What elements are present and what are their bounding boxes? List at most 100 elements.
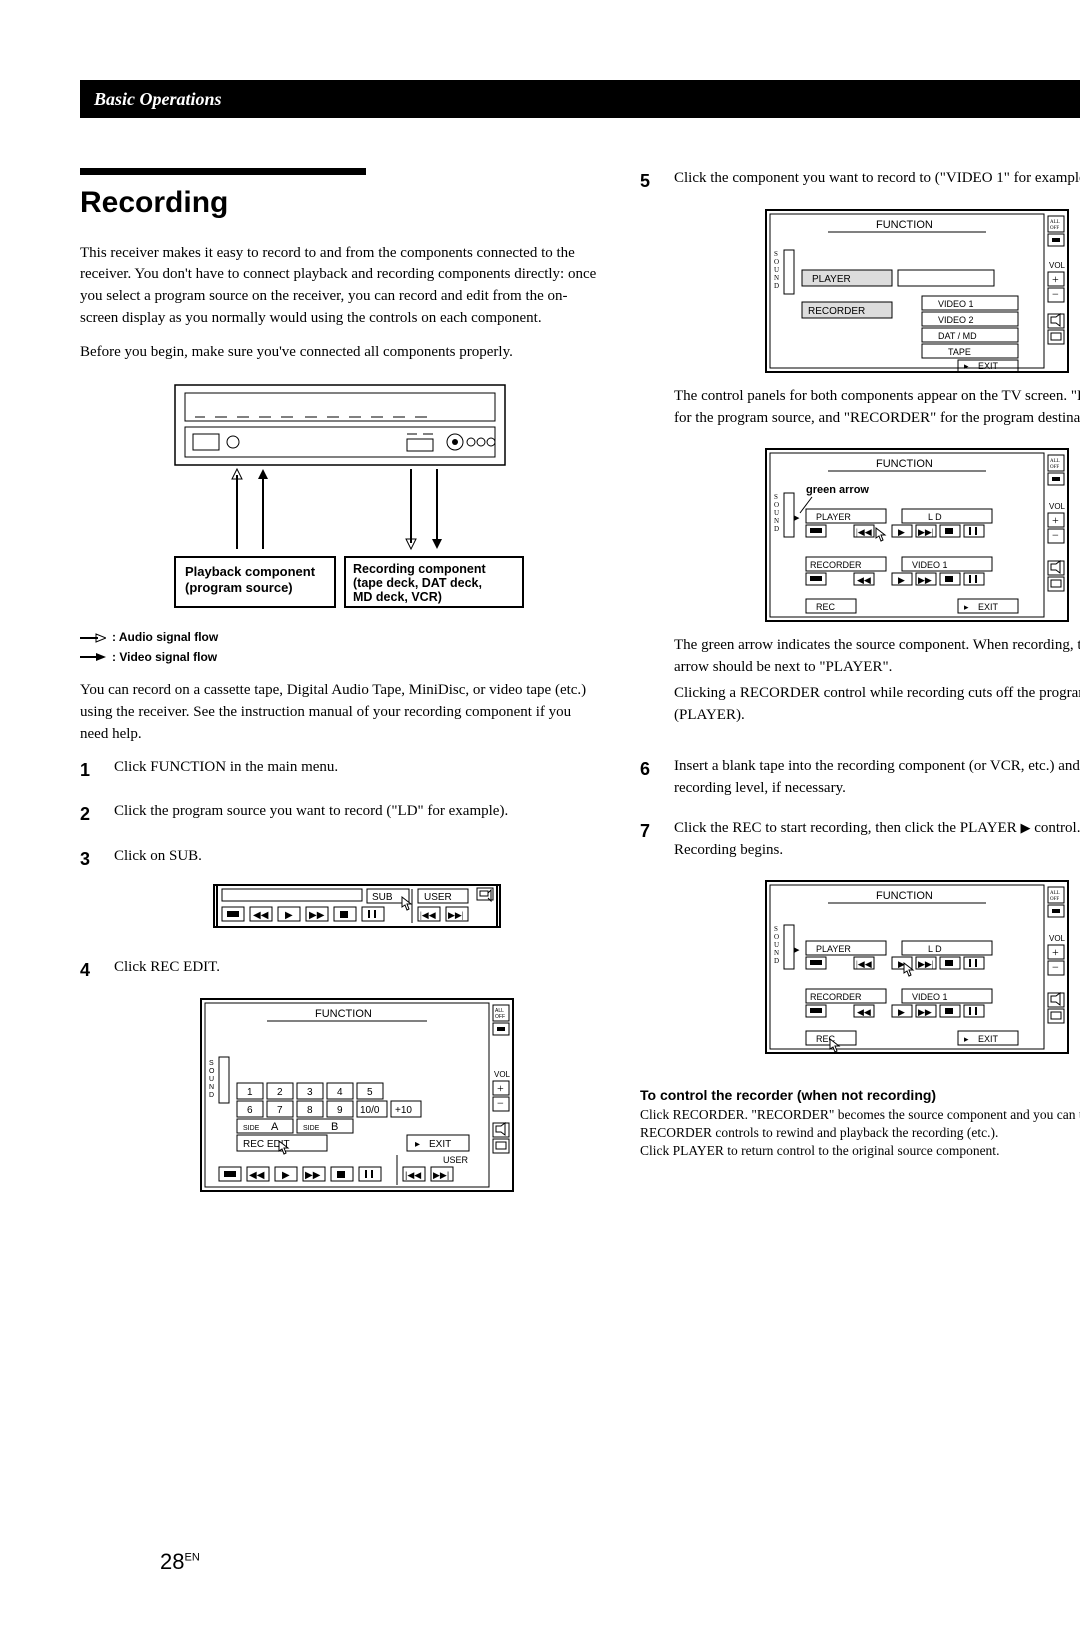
svg-text:3: 3 [307,1087,313,1098]
svg-text:▶▶: ▶▶ [918,575,932,585]
step-2-body: Click the program source you want to rec… [114,801,600,827]
green-arrow-panel: FUNCTION ALLOFF VOL + − SOUND [674,445,1080,625]
svg-text:9: 9 [337,1105,343,1116]
svg-text:6: 6 [247,1105,253,1116]
svg-text:TAPE: TAPE [948,347,971,357]
svg-text:VIDEO 2: VIDEO 2 [938,315,974,325]
step-num-3: 3 [80,846,100,940]
svg-text:◀◀: ◀◀ [253,910,269,921]
svg-text:▸: ▸ [794,512,800,524]
svg-text:N: N [774,274,779,282]
svg-text:SUB: SUB [372,892,393,903]
svg-text:FUNCTION: FUNCTION [876,458,933,470]
right-column: 5 Click the component you want to record… [640,168,1080,1223]
svg-text:FUNCTION: FUNCTION [876,219,933,231]
svg-text:B: B [331,1121,338,1133]
svg-text:1: 1 [247,1087,253,1098]
footer-body1: Click RECORDER. "RECORDER" becomes the s… [640,1106,1080,1142]
step-num-7: 7 [640,818,660,1068]
svg-text:S: S [774,250,778,258]
svg-text:USER: USER [443,1155,469,1165]
svg-text:green arrow: green arrow [806,484,869,496]
svg-text:▶: ▶ [898,1007,905,1017]
svg-text:PLAYER: PLAYER [816,512,851,522]
section-title: Recording [80,181,600,225]
svg-text:+10: +10 [395,1105,412,1116]
svg-text:VOL: VOL [1049,261,1066,270]
svg-text:VOL: VOL [1049,502,1066,511]
header-title: Basic Operations [94,89,222,109]
svg-text:|◀◀: |◀◀ [856,959,872,969]
svg-text:▸: ▸ [415,1139,420,1150]
svg-text:D: D [774,525,779,533]
svg-text:EXIT: EXIT [978,361,999,371]
step-3: 3 Click on SUB. [80,846,600,940]
svg-text:O: O [774,258,779,266]
svg-text:L D: L D [928,512,942,522]
svg-text:U: U [774,941,779,949]
step-2: 2 Click the program source you want to r… [80,801,600,827]
svg-text:▶▶: ▶▶ [918,1007,932,1017]
svg-text:▸: ▸ [964,361,969,371]
svg-text:▸: ▸ [794,944,800,956]
step-num-5: 5 [640,168,660,738]
step-7-text: Click the REC to start recording, then c… [674,818,1080,840]
svg-text:5: 5 [367,1087,373,1098]
svg-text:SIDE: SIDE [243,1125,260,1132]
svg-text:|◀◀: |◀◀ [420,910,436,920]
svg-text:A: A [271,1121,279,1133]
svg-text:▶: ▶ [282,1170,290,1181]
svg-text:ALL: ALL [1050,220,1060,225]
svg-text:▶▶|: ▶▶| [918,959,934,969]
step-5: 5 Click the component you want to record… [640,168,1080,738]
step-6-body: Insert a blank tape into the recording c… [674,756,1080,800]
step-5-body: Click the component you want to record t… [674,168,1080,738]
svg-text:▸: ▸ [964,1034,969,1044]
step-7-body: Click the REC to start recording, then c… [674,818,1080,1068]
svg-text:+: + [1052,272,1059,286]
step-7-text-c: Recording begins. [674,840,1080,862]
title-rule [80,168,366,175]
step-3-body: Click on SUB. SUB [114,846,600,940]
svg-text:FUNCTION: FUNCTION [315,1008,372,1020]
svg-text:Playback component: Playback component [185,564,316,579]
svg-text:D: D [774,957,779,965]
svg-text:PLAYER: PLAYER [812,274,851,285]
svg-text:PLAYER: PLAYER [816,944,851,954]
svg-text:−: − [497,1096,504,1110]
step-1: 1 Click FUNCTION in the main menu. [80,757,600,783]
mid-text: You can record on a cassette tape, Digit… [80,680,600,745]
svg-text:FUNCTION: FUNCTION [876,890,933,902]
svg-text:▶: ▶ [285,910,293,921]
svg-text:7: 7 [277,1105,283,1116]
legend-audio: : Audio signal flow [80,629,600,646]
svg-text:2: 2 [277,1087,283,1098]
step-num-4: 4 [80,957,100,1205]
svg-text:◀◀: ◀◀ [857,575,871,585]
footer-heading: To control the recorder (when not record… [640,1085,1080,1105]
svg-text:N: N [209,1084,214,1091]
svg-text:◀◀: ◀◀ [857,1007,871,1017]
svg-text:U: U [774,509,779,517]
svg-text:▶▶|: ▶▶| [448,910,464,920]
svg-text:−: − [1052,528,1059,542]
svg-text:N: N [774,517,779,525]
svg-text:VOL: VOL [1049,934,1066,943]
svg-text:OFF: OFF [495,1014,505,1020]
svg-text:U: U [774,266,779,274]
svg-text:▸: ▸ [964,602,969,612]
svg-text:OFF: OFF [1050,465,1059,470]
svg-text:D: D [209,1092,214,1099]
svg-text:O: O [774,933,779,941]
svg-text:8: 8 [307,1105,313,1116]
rec-edit-panel-diagram: FUNCTION ALL OFF VOL + − [114,995,600,1195]
svg-text:ALL: ALL [1050,459,1060,464]
svg-text:|◀◀: |◀◀ [405,1170,421,1180]
svg-text:VIDEO 1: VIDEO 1 [912,560,948,570]
step-5-text-b: The control panels for both components a… [674,386,1080,430]
step-3-text: Click on SUB. [114,846,600,868]
svg-text:OFF: OFF [1050,226,1059,231]
svg-text:O: O [209,1068,215,1075]
svg-text:▶: ▶ [898,527,905,537]
svg-text:EXIT: EXIT [978,602,999,612]
